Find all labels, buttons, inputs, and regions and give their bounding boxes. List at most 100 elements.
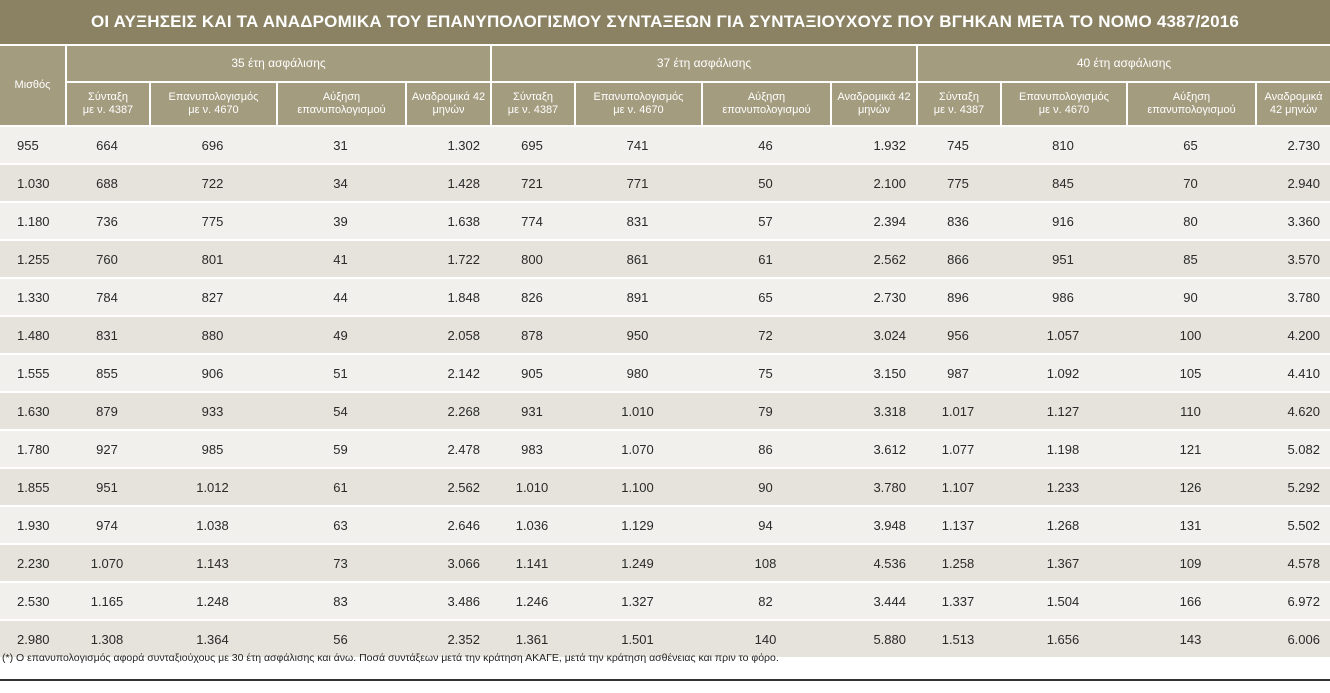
table-cell: 980 [574,353,701,391]
column-header: Αναδρομικά 42 μηνών [830,83,916,125]
column-header-line-2: 42 μηνών [1269,104,1318,116]
table-cell: 1.501 [574,619,701,657]
table-cell: 2.058 [405,315,490,353]
table-cell: 1.137 [916,505,1000,543]
table-cell: 94 [701,505,830,543]
table-cell: 1.233 [1000,467,1126,505]
salary-cell: 955 [0,125,65,163]
table-cell: 121 [1126,429,1255,467]
table-cell: 721 [490,163,574,201]
table-cell: 34 [276,163,405,201]
column-header-line-1: Επανυπολογισμός [1019,91,1109,103]
column-header-line-1: Αύξηση [322,91,361,103]
table-cell: 72 [701,315,830,353]
table-cell: 951 [65,467,149,505]
table-cell: 80 [1126,201,1255,239]
table-cell: 131 [1126,505,1255,543]
table-row: 2.530 1.165 1.248 83 3.486 1.246 1.327 82 3.444 1… [0,581,1330,619]
table-cell: 931 [490,391,574,429]
column-header-line-2: με ν. 4670 [613,104,664,116]
table-cell: 1.656 [1000,619,1126,657]
table-cell: 105 [1126,353,1255,391]
column-header-line-2: με ν. 4387 [933,104,985,116]
table-cell: 3.444 [830,581,916,619]
table-cell: 2.394 [830,201,916,239]
sub-header-row: Σύνταξη με ν. 4387 Επανυπολογισμός με ν. 46… [0,83,1330,125]
table-cell: 4.410 [1255,353,1330,391]
table-cell: 745 [916,125,1000,163]
table-cell: 61 [701,239,830,277]
table-cell: 4.536 [830,543,916,581]
table-cell: 2.562 [830,239,916,277]
table-cell: 2.730 [1255,125,1330,163]
table-title: ΟΙ ΑΥΞΗΣΕΙΣ ΚΑΙ ΤΑ ΑΝΑΔΡΟΜΙΚΑ ΤΟΥ ΕΠΑΝΥΠ… [0,0,1330,44]
column-header-line-1: Σύνταξη [939,91,979,103]
table-cell: 51 [276,353,405,391]
column-header-line-1: Σύνταξη [513,91,553,103]
table-cell: 695 [490,125,574,163]
column-header-line-2: με ν. 4670 [1038,104,1090,116]
table-row: 1.855 951 1.012 61 2.562 1.010 1.100 90 3.780 1.1… [0,467,1330,505]
table-cell: 3.948 [830,505,916,543]
table-cell: 2.268 [405,391,490,429]
table-cell: 1.722 [405,239,490,277]
table-cell: 905 [490,353,574,391]
column-header: Σύνταξη με ν. 4387 [490,83,574,125]
table-cell: 1.248 [149,581,276,619]
table-cell: 983 [490,429,574,467]
table-cell: 73 [276,543,405,581]
column-header-line-1: Αύξηση [747,91,786,103]
column-header-line-1: Αύξηση [1172,91,1211,103]
table-cell: 2.100 [830,163,916,201]
column-header-line-1: Σύνταξη [88,91,128,103]
table-cell: 3.066 [405,543,490,581]
group-header-37-years: 37 έτη ασφάλισης [490,46,916,83]
table-cell: 3.570 [1255,239,1330,277]
table-cell: 5.082 [1255,429,1330,467]
table-cell: 927 [65,429,149,467]
table-cell: 1.141 [490,543,574,581]
table-cell: 1.010 [490,467,574,505]
table-cell: 85 [1126,239,1255,277]
table-cell: 4.200 [1255,315,1330,353]
table-cell: 1.932 [830,125,916,163]
table-cell: 933 [149,391,276,429]
column-header-salary: Μισθός [0,46,65,125]
table-cell: 63 [276,505,405,543]
table-cell: 108 [701,543,830,581]
column-header-line-1: Αναδρομικά [1264,91,1323,103]
salary-cell: 1.555 [0,353,65,391]
table-cell: 906 [149,353,276,391]
table-cell: 59 [276,429,405,467]
column-header: Σύνταξη με ν. 4387 [65,83,149,125]
table-cell: 3.024 [830,315,916,353]
table-row: 2.980 1.308 1.364 56 2.352 1.361 1.501 140 5.880… [0,619,1330,657]
table-cell: 4.620 [1255,391,1330,429]
column-header-line-1: Επανυπολογισμός [168,91,259,103]
table-cell: 916 [1000,201,1126,239]
table-cell: 54 [276,391,405,429]
salary-cell: 1.930 [0,505,65,543]
table-cell: 1.327 [574,581,701,619]
table-cell: 57 [701,201,830,239]
table-cell: 1.036 [490,505,574,543]
table-cell: 986 [1000,277,1126,315]
table-cell: 831 [65,315,149,353]
table-cell: 83 [276,581,405,619]
column-header: Αναδρομικά 42 μηνών [1255,83,1330,125]
table-cell: 2.352 [405,619,490,657]
table-cell: 3.150 [830,353,916,391]
table-cell: 1.077 [916,429,1000,467]
table-cell: 61 [276,467,405,505]
table-cell: 878 [490,315,574,353]
table-cell: 774 [490,201,574,239]
table-cell: 760 [65,239,149,277]
salary-cell: 1.330 [0,277,65,315]
table-cell: 741 [574,125,701,163]
salary-cell: 1.180 [0,201,65,239]
table-cell: 2.730 [830,277,916,315]
table-cell: 5.292 [1255,467,1330,505]
table-cell: 1.504 [1000,581,1126,619]
table-cell: 1.249 [574,543,701,581]
